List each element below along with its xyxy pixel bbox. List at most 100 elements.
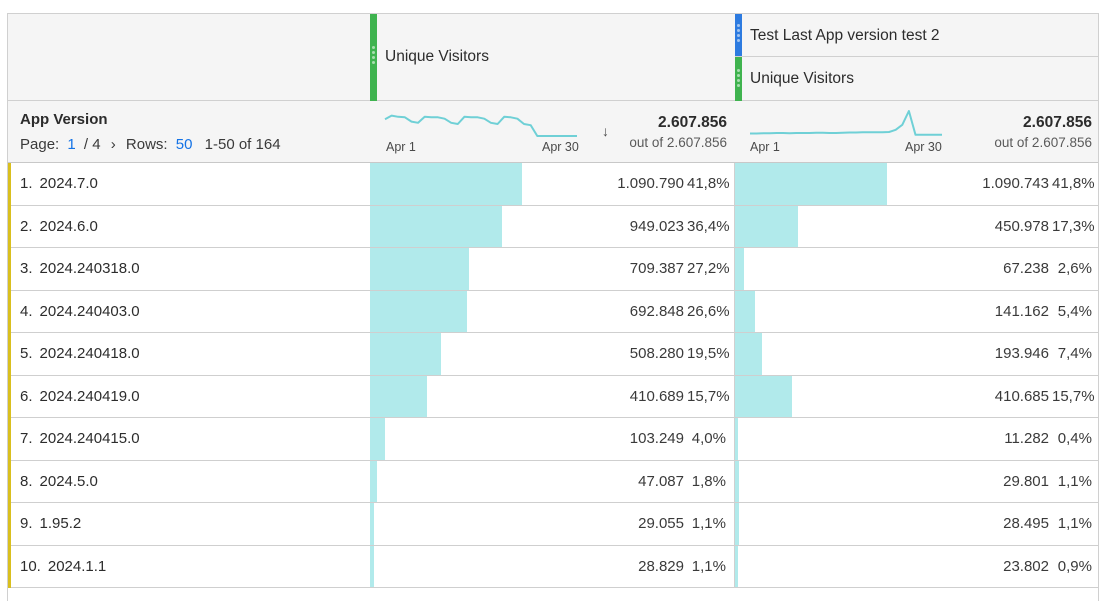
metric-percent: 7,4% xyxy=(1057,345,1092,362)
metric-label: Unique Visitors xyxy=(750,70,854,87)
column-summary-1: Apr 1 Apr 30 ↓ 2.607.856 out of 2.607.85… xyxy=(370,101,735,163)
metric-value: 508.280 xyxy=(629,345,684,362)
percent-bar xyxy=(735,460,739,502)
metric-cell[interactable]: 11.282 0,4% xyxy=(735,418,1098,460)
metric-cell[interactable]: 29.801 1,1% xyxy=(735,460,1098,502)
percent-bar xyxy=(370,290,467,332)
column-total: 2.607.856 xyxy=(658,114,727,131)
rows-per-page[interactable]: 50 xyxy=(175,136,193,153)
table-row[interactable]: 9. 1.95.2 29.055 1,1% 28.495 1,1% xyxy=(8,503,1098,546)
percent-bar xyxy=(370,503,374,545)
metric-value: 410.689 xyxy=(629,387,684,405)
row-label: 2024.240403.0 xyxy=(39,302,140,320)
metric-percent: 36,4% xyxy=(687,205,735,248)
metric-drag-handle[interactable] xyxy=(735,57,742,101)
row-dimension-item[interactable]: 7. 2024.240415.0 xyxy=(20,430,140,447)
row-rank: 10. xyxy=(20,557,41,575)
metric-cell[interactable]: 692.848 26,6% xyxy=(370,290,735,333)
column-header-unique-visitors[interactable]: Unique Visitors xyxy=(370,14,735,101)
grip-icon xyxy=(737,24,740,42)
percent-bar xyxy=(370,205,502,247)
metric-cell[interactable]: 28.495 1,1% xyxy=(735,503,1098,545)
row-rank: 5. xyxy=(20,345,33,362)
metric-cell[interactable]: 141.162 5,4% xyxy=(735,290,1098,332)
table-row[interactable]: 2. 2024.6.0 949.023 36,4% 450.978 17,3% xyxy=(8,205,1098,248)
row-dimension-item[interactable]: 8. 2024.5.0 xyxy=(20,473,98,490)
table-row[interactable]: 5. 2024.240418.0 508.280 19,5% 193.946 7,4% xyxy=(8,333,1098,376)
percent-bar xyxy=(735,545,738,587)
metric-cell[interactable]: 29.055 1,1% xyxy=(370,503,735,546)
table-row[interactable]: 6. 2024.240419.0 410.689 15,7% 410.685 15,7% xyxy=(8,375,1098,418)
percent-bar xyxy=(735,418,738,460)
row-dimension-item[interactable]: 3. 2024.240318.0 xyxy=(20,260,140,277)
row-indicator xyxy=(8,503,11,546)
sparkline-start-label: Apr 1 xyxy=(386,140,416,154)
column-header-segment[interactable]: Test Last App version test 2 Unique Visi… xyxy=(735,14,1098,101)
table-row[interactable]: 7. 2024.240415.0 103.249 4,0% 11.282 0,4% xyxy=(8,418,1098,461)
table-row[interactable]: 3. 2024.240318.0 709.387 27,2% 67.238 2,6% xyxy=(8,248,1098,291)
row-dimension-item[interactable]: 1. 2024.7.0 xyxy=(20,175,98,192)
metric-cell[interactable]: 67.238 2,6% xyxy=(735,248,1098,290)
metric-percent: 1,1% xyxy=(1057,515,1092,532)
metric-value: 11.282 xyxy=(1004,430,1049,447)
metric-value: 410.685 xyxy=(994,387,1049,405)
metric-percent: 15,7% xyxy=(1052,387,1095,405)
segment-metric-subheader[interactable]: Unique Visitors xyxy=(735,56,1098,101)
metric-cell[interactable]: 193.946 7,4% xyxy=(735,333,1098,375)
metric-percent: 2,6% xyxy=(1057,260,1092,277)
row-dimension-item[interactable]: 9. 1.95.2 xyxy=(20,515,81,532)
chevron-right-icon[interactable]: › xyxy=(110,136,116,153)
arrow-down-icon[interactable]: ↓ xyxy=(602,123,609,139)
metric-drag-handle[interactable] xyxy=(370,14,377,101)
row-label: 2024.6.0 xyxy=(39,217,98,235)
table-row[interactable]: 10. 2024.1.1 28.829 1,1% 23.802 0,9% xyxy=(8,545,1098,588)
metric-percent: 1,8% xyxy=(687,460,735,503)
metric-cell[interactable]: 949.023 36,4% xyxy=(370,205,735,248)
row-indicator xyxy=(8,460,11,503)
metric-value: 709.387 xyxy=(629,260,684,277)
metric-value: 193.946 xyxy=(994,345,1049,362)
metric-cell[interactable]: 508.280 19,5% xyxy=(370,333,735,376)
metric-cell[interactable]: 23.802 0,9% xyxy=(735,545,1098,587)
row-dimension-item[interactable]: 6. 2024.240419.0 xyxy=(20,388,140,405)
row-indicator xyxy=(8,418,11,461)
metric-value: 28.829 xyxy=(638,557,684,575)
metric-cell[interactable]: 410.685 15,7% xyxy=(735,375,1098,417)
column-summary-2: Apr 1 Apr 30 2.607.856 out of 2.607.856 xyxy=(735,101,1098,163)
row-dimension-item[interactable]: 10. 2024.1.1 xyxy=(20,558,106,575)
rows-label: Rows: xyxy=(125,136,168,153)
percent-bar xyxy=(735,375,792,417)
metric-percent: 1,1% xyxy=(1057,472,1092,490)
metric-cell[interactable]: 410.689 15,7% xyxy=(370,375,735,418)
row-dimension-item[interactable]: 2. 2024.6.0 xyxy=(20,218,98,235)
row-dimension-item[interactable]: 4. 2024.240403.0 xyxy=(20,303,140,320)
row-dimension-item[interactable]: 5. 2024.240418.0 xyxy=(20,345,140,362)
table-row[interactable]: 4. 2024.240403.0 692.848 26,6% 141.162 5,4% xyxy=(8,290,1098,333)
page-current[interactable]: 1 xyxy=(67,136,76,153)
metric-percent: 27,2% xyxy=(687,248,735,291)
metric-cell[interactable]: 450.978 17,3% xyxy=(735,205,1098,247)
row-indicator xyxy=(8,290,11,333)
metric-cell[interactable]: 1.090.743 41,8% xyxy=(735,163,1098,205)
row-rank: 9. xyxy=(20,515,33,532)
metric-cell[interactable]: 1.090.790 41,8% xyxy=(370,163,735,206)
metric-value: 141.162 xyxy=(994,302,1049,320)
metric-cell[interactable]: 47.087 1,8% xyxy=(370,460,735,503)
percent-bar xyxy=(735,163,887,205)
metric-cell[interactable]: 103.249 4,0% xyxy=(370,418,735,461)
metric-cell[interactable]: 28.829 1,1% xyxy=(370,545,735,588)
sparkline-start-label: Apr 1 xyxy=(750,140,780,154)
pagination: Page: 1 / 4 › Rows: 50 1-50 of 164 xyxy=(20,136,285,153)
percent-bar xyxy=(735,503,739,545)
row-label: 2024.1.1 xyxy=(47,557,107,575)
metric-cell[interactable]: 709.387 27,2% xyxy=(370,248,735,291)
table-body: 1. 2024.7.0 1.090.790 41,8% 1.090.743 41,8% 2.… xyxy=(8,163,1098,588)
row-rank: 6. xyxy=(20,387,33,405)
table-row[interactable]: 8. 2024.5.0 47.087 1,8% 29.801 1,1% xyxy=(8,460,1098,503)
row-indicator xyxy=(8,205,11,248)
freeform-table: Unique Visitors Test Last App version te… xyxy=(7,13,1099,601)
table-row[interactable]: 1. 2024.7.0 1.090.790 41,8% 1.090.743 41,8% xyxy=(8,163,1098,206)
segment-drag-handle[interactable] xyxy=(735,14,742,56)
row-label: 2024.5.0 xyxy=(39,472,98,490)
metric-percent: 17,3% xyxy=(1052,217,1095,235)
